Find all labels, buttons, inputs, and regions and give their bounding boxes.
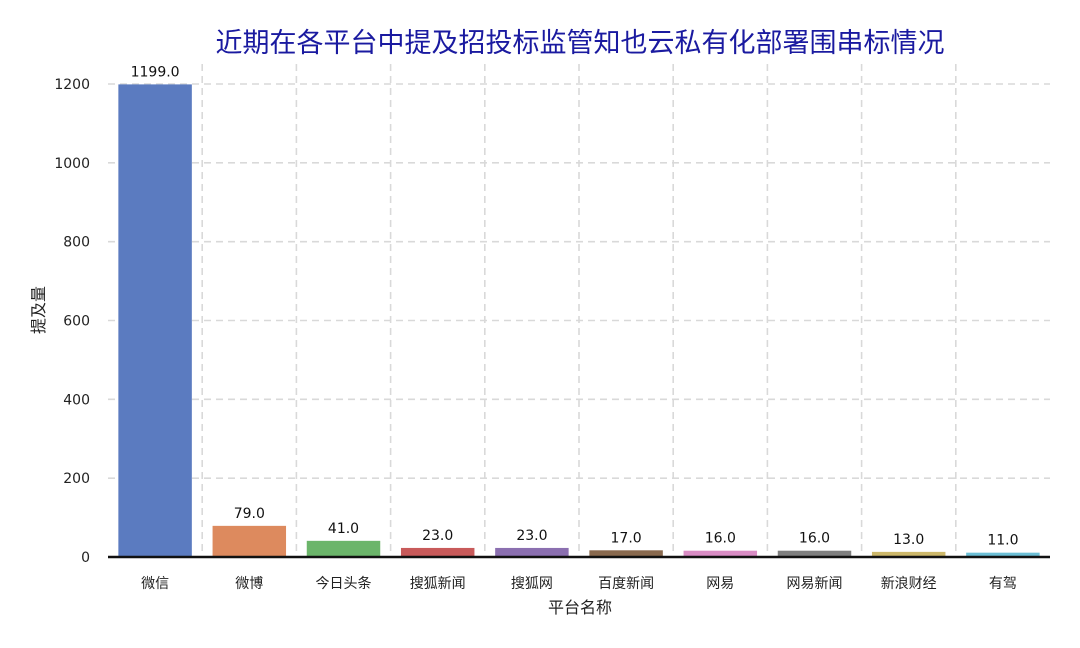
data-labels: 1199.0 79.0 41.0 23.0 23.0 17.0 16.0 16.0 13.0 11… xyxy=(131,64,1019,548)
y-tick-label: 800 xyxy=(63,235,90,251)
y-axis-ticks: 0 200 400 600 800 1000 1200 xyxy=(54,77,90,566)
y-tick-label: 200 xyxy=(63,471,90,487)
x-tick-label: 新浪财经 xyxy=(881,576,937,592)
bars xyxy=(118,84,1040,557)
data-label: 16.0 xyxy=(705,531,736,547)
bar xyxy=(683,550,758,557)
y-axis-title: 提及量 xyxy=(29,286,48,334)
data-label: 16.0 xyxy=(799,531,830,547)
bar xyxy=(495,547,569,557)
bar xyxy=(306,540,381,557)
x-tick-label: 有驾 xyxy=(989,576,1017,592)
y-tick-label: 0 xyxy=(81,550,90,566)
x-tick-label: 搜狐新闻 xyxy=(410,576,466,592)
y-tick-label: 400 xyxy=(63,392,90,408)
x-tick-label: 百度新闻 xyxy=(598,576,654,592)
data-label: 41.0 xyxy=(328,521,359,537)
y-tick-label: 600 xyxy=(63,314,90,330)
bar xyxy=(400,547,475,557)
chart-title: 近期在各平台中提及招投标监管知也云私有化部署围串标情况 xyxy=(216,28,945,59)
bar xyxy=(212,525,287,557)
x-tick-label: 今日头条 xyxy=(316,575,372,592)
data-label: 17.0 xyxy=(611,530,642,546)
x-tick-label: 网易新闻 xyxy=(787,576,843,592)
bar xyxy=(777,550,852,557)
data-label: 1199.0 xyxy=(131,64,180,80)
x-tick-label: 网易 xyxy=(706,576,734,592)
bar xyxy=(589,550,663,557)
bar xyxy=(966,552,1040,557)
data-label: 13.0 xyxy=(893,532,924,548)
x-tick-label: 搜狐网 xyxy=(511,576,553,592)
data-label: 79.0 xyxy=(234,506,265,522)
bar xyxy=(118,84,192,557)
grid-lines xyxy=(108,64,1050,557)
x-axis-title: 平台名称 xyxy=(548,598,612,617)
data-label: 23.0 xyxy=(422,528,453,544)
y-tick-label: 1200 xyxy=(54,77,90,93)
x-tick-label: 微信 xyxy=(141,576,169,592)
x-axis-ticks: 微信 微博 今日头条 搜狐新闻 搜狐网 百度新闻 网易 网易新闻 新浪财经 有驾 xyxy=(141,575,1017,592)
data-label: 11.0 xyxy=(987,533,1018,549)
x-tick-label: 微博 xyxy=(235,575,263,592)
data-label: 23.0 xyxy=(516,528,547,544)
y-tick-label: 1000 xyxy=(54,156,90,172)
bar xyxy=(871,551,946,557)
